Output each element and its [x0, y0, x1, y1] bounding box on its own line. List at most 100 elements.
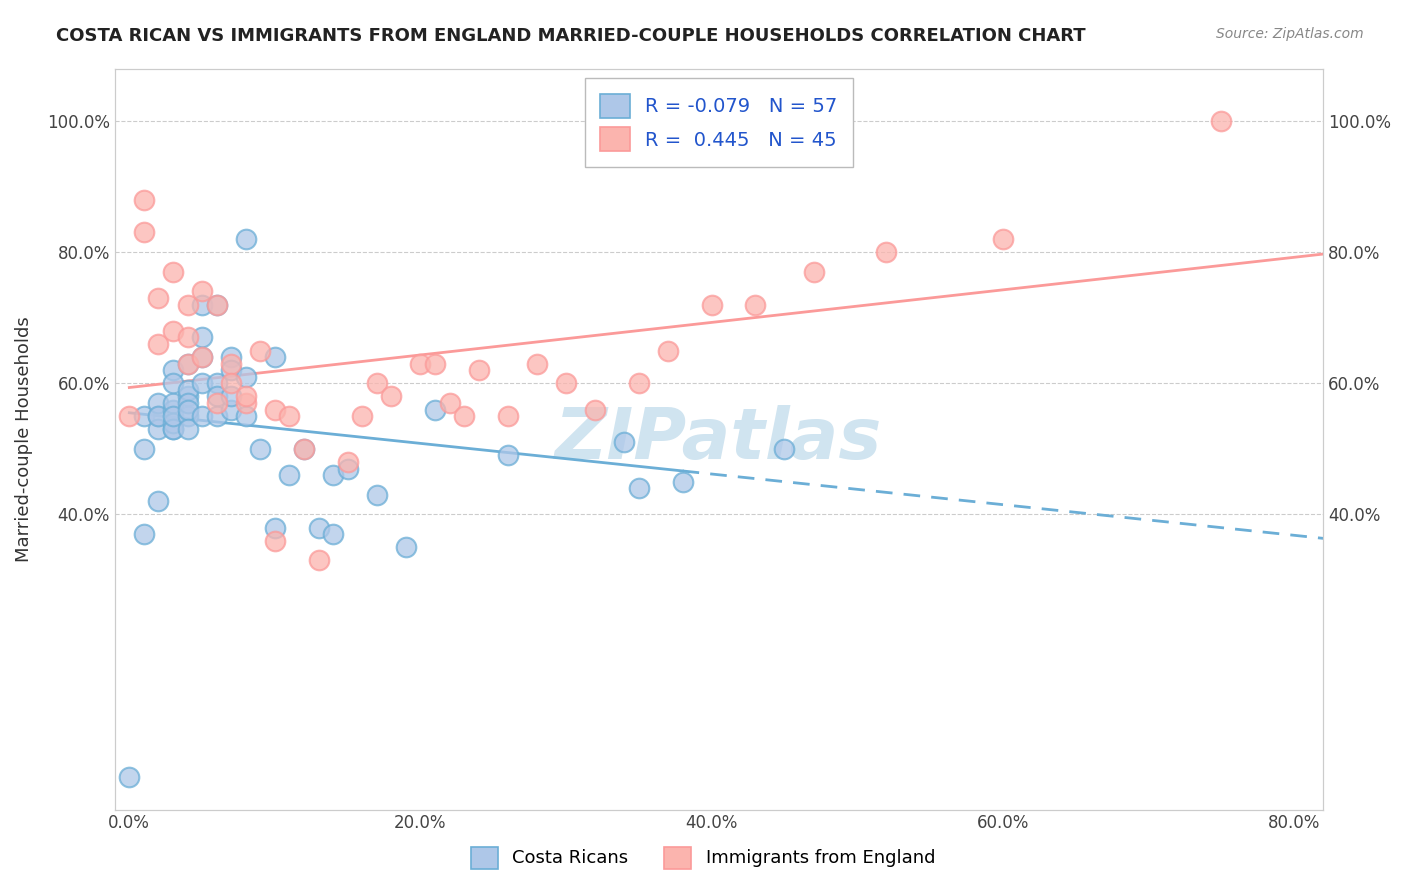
- Point: [555, 376, 578, 391]
- Point: [162, 265, 184, 279]
- Point: [191, 350, 214, 364]
- Point: [308, 553, 330, 567]
- Point: [205, 297, 228, 311]
- Point: [235, 232, 257, 246]
- Point: [235, 389, 257, 403]
- Point: [205, 376, 228, 391]
- Point: [875, 245, 897, 260]
- Legend: R = -0.079   N = 57, R =  0.445   N = 45: R = -0.079 N = 57, R = 0.445 N = 45: [585, 78, 853, 167]
- Text: Source: ZipAtlas.com: Source: ZipAtlas.com: [1216, 27, 1364, 41]
- Point: [322, 468, 344, 483]
- Point: [148, 337, 170, 351]
- Point: [176, 383, 198, 397]
- Point: [176, 357, 198, 371]
- Point: [453, 409, 475, 423]
- Point: [292, 442, 315, 456]
- Point: [292, 442, 315, 456]
- Point: [409, 357, 432, 371]
- Point: [162, 324, 184, 338]
- Point: [148, 409, 170, 423]
- Point: [191, 350, 214, 364]
- Point: [118, 770, 141, 784]
- Point: [176, 422, 198, 436]
- Point: [700, 297, 723, 311]
- Point: [132, 193, 155, 207]
- Point: [526, 357, 548, 371]
- Point: [264, 520, 287, 534]
- Point: [132, 409, 155, 423]
- Point: [583, 402, 606, 417]
- Point: [366, 376, 388, 391]
- Point: [1211, 114, 1233, 128]
- Point: [191, 409, 214, 423]
- Point: [496, 409, 519, 423]
- Point: [219, 363, 242, 377]
- Point: [148, 291, 170, 305]
- Point: [219, 389, 242, 403]
- Point: [496, 449, 519, 463]
- Point: [205, 389, 228, 403]
- Point: [264, 402, 287, 417]
- Point: [176, 402, 198, 417]
- Point: [176, 389, 198, 403]
- Point: [278, 468, 301, 483]
- Point: [176, 330, 198, 344]
- Point: [423, 357, 446, 371]
- Point: [380, 389, 402, 403]
- Point: [191, 330, 214, 344]
- Point: [148, 396, 170, 410]
- Point: [249, 343, 271, 358]
- Point: [803, 265, 825, 279]
- Point: [264, 533, 287, 548]
- Point: [627, 481, 650, 495]
- Point: [439, 396, 461, 410]
- Point: [423, 402, 446, 417]
- Point: [148, 422, 170, 436]
- Point: [148, 409, 170, 423]
- Point: [366, 488, 388, 502]
- Text: COSTA RICAN VS IMMIGRANTS FROM ENGLAND MARRIED-COUPLE HOUSEHOLDS CORRELATION CHA: COSTA RICAN VS IMMIGRANTS FROM ENGLAND M…: [56, 27, 1085, 45]
- Point: [352, 409, 374, 423]
- Point: [205, 297, 228, 311]
- Point: [162, 396, 184, 410]
- Point: [627, 376, 650, 391]
- Point: [176, 396, 198, 410]
- Point: [132, 226, 155, 240]
- Point: [336, 461, 359, 475]
- Point: [613, 435, 636, 450]
- Point: [176, 297, 198, 311]
- Point: [235, 369, 257, 384]
- Point: [671, 475, 693, 489]
- Point: [176, 409, 198, 423]
- Point: [162, 376, 184, 391]
- Point: [467, 363, 489, 377]
- Point: [219, 402, 242, 417]
- Point: [191, 285, 214, 299]
- Point: [657, 343, 679, 358]
- Y-axis label: Married-couple Households: Married-couple Households: [15, 316, 32, 562]
- Point: [395, 540, 418, 554]
- Point: [132, 442, 155, 456]
- Point: [191, 376, 214, 391]
- Point: [205, 396, 228, 410]
- Point: [219, 350, 242, 364]
- Point: [132, 527, 155, 541]
- Point: [744, 297, 766, 311]
- Point: [278, 409, 301, 423]
- Point: [148, 494, 170, 508]
- Point: [773, 442, 796, 456]
- Point: [162, 363, 184, 377]
- Point: [191, 297, 214, 311]
- Point: [162, 422, 184, 436]
- Point: [162, 422, 184, 436]
- Point: [336, 455, 359, 469]
- Point: [322, 527, 344, 541]
- Point: [205, 409, 228, 423]
- Point: [991, 232, 1014, 246]
- Point: [162, 409, 184, 423]
- Point: [249, 442, 271, 456]
- Point: [235, 409, 257, 423]
- Legend: Costa Ricans, Immigrants from England: Costa Ricans, Immigrants from England: [456, 832, 950, 883]
- Point: [176, 357, 198, 371]
- Point: [162, 402, 184, 417]
